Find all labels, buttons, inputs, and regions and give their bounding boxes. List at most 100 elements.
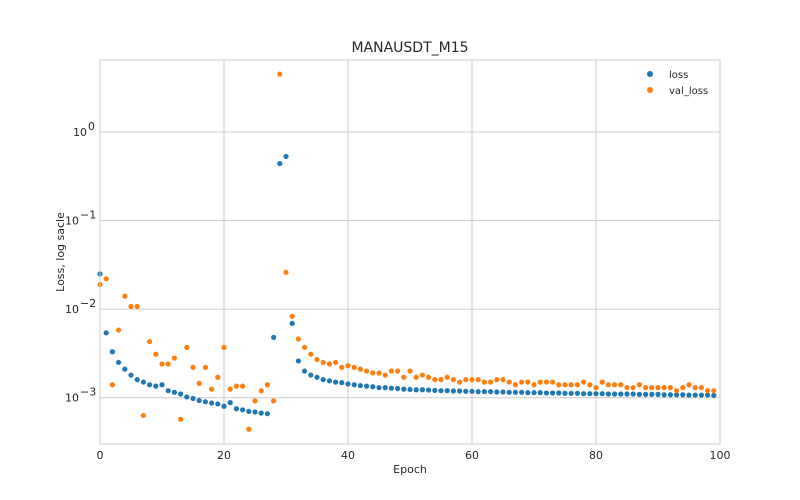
y-tick-exponent: −3 [80,386,96,399]
loss-point [413,387,419,393]
loss-point [109,349,115,355]
loss-point [320,377,326,383]
loss-point [395,385,401,392]
loss-point [364,383,370,389]
loss-point [339,380,345,386]
x-tick-label: 100 [710,449,731,462]
loss-point [457,388,463,394]
loss-point [512,389,519,395]
loss-point [426,387,432,393]
val-loss-point [221,344,227,350]
loss-point [370,384,376,390]
loss-point [698,392,705,398]
loss-point [500,389,506,395]
val-loss-point [605,382,612,388]
val-loss-point [395,368,401,374]
val-loss-point [705,388,711,394]
val-loss-point [587,382,593,388]
loss-point [605,391,612,397]
val-loss-point [240,383,246,389]
val-loss-point [612,382,618,388]
val-loss-point [147,338,153,345]
loss-point [419,387,425,393]
y-tick-base: 10 [73,126,87,139]
loss-point [612,391,618,397]
val-loss-point [525,379,531,385]
val-loss-point [450,377,456,383]
loss-point [159,382,165,388]
x-tick-labels: 0 20 40 60 80 100 [97,449,731,462]
val-loss-point [376,370,382,376]
loss-point [587,391,593,397]
val-loss-point [401,374,407,380]
val-loss-point [289,313,295,319]
loss-point [636,391,643,397]
y-tick-exponent: −2 [80,297,96,310]
val-loss-point [655,384,661,391]
loss-point [271,334,277,340]
loss-point [531,390,537,396]
val-loss-point [543,379,550,385]
loss-point [333,379,339,385]
val-loss-point [109,382,115,388]
val-loss-point [531,382,537,388]
val-loss-point [407,368,413,374]
val-loss-point [475,377,481,383]
loss-point [140,379,146,385]
val-loss-point [457,379,463,385]
plot-area [100,60,720,444]
val-loss-point [227,386,233,392]
loss-point [382,384,388,391]
loss-point [122,366,128,372]
loss-point [233,406,239,412]
y-tick-label: 10 0 [73,120,95,139]
val-loss-point [593,384,599,391]
loss-point [165,388,171,394]
loss-point [277,160,283,167]
loss-point [246,408,252,415]
loss-point [289,320,295,326]
val-loss-point [320,359,326,366]
loss-point [184,394,190,400]
val-loss-point [314,356,320,363]
val-loss-point [630,384,636,391]
val-loss-point [680,384,686,391]
legend-label-val-loss: val_loss [669,86,708,97]
loss-point [562,390,568,396]
loss-point [469,388,475,394]
loss-point [537,390,543,396]
loss-point [128,372,134,378]
loss-point [475,389,481,395]
val-loss-point [171,355,177,361]
val-loss-point [122,293,128,299]
val-loss-point [103,276,109,282]
loss-point [196,397,202,404]
loss-point [519,389,525,395]
loss-point [692,392,698,398]
val-loss-point [494,377,500,383]
val-loss-point [178,416,184,422]
loss-point [116,359,122,366]
loss-point [209,400,215,406]
loss-point [705,392,711,398]
val-loss-point [295,336,301,342]
val-loss-point [537,379,543,385]
loss-point [215,401,221,407]
val-loss-point [159,361,165,367]
val-loss-point [581,379,587,385]
val-loss-point [116,327,122,333]
val-loss-point [568,382,574,388]
val-loss-point [351,364,357,370]
loss-point [624,391,630,397]
loss-point [388,385,394,391]
loss-point [568,390,574,396]
loss-point [444,388,450,394]
val-loss-point [165,361,171,367]
loss-point [525,390,531,396]
legend-label-loss: loss [669,70,688,81]
loss-point [463,388,469,394]
val-loss-point [426,374,432,380]
y-tick-exponent: −1 [80,209,96,222]
val-loss-point [333,359,339,366]
val-loss-point [649,384,655,391]
